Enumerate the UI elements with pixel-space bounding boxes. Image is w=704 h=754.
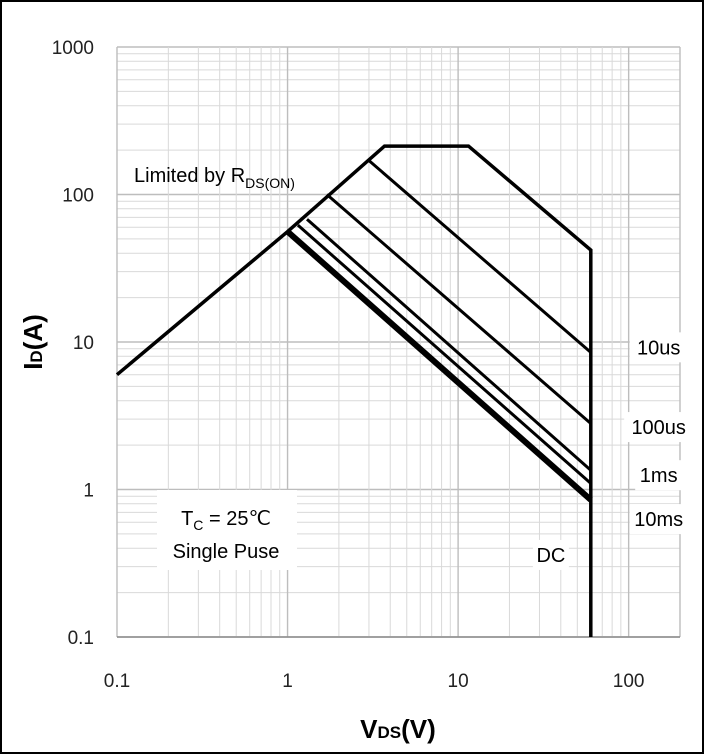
curve-label-bg: [629, 504, 688, 535]
curve-label: DC: [536, 545, 565, 567]
x-tick-label: 1: [282, 671, 293, 692]
conditions-box: [157, 490, 297, 570]
y-tick-label: 1: [83, 481, 94, 502]
series-line-3: [306, 218, 592, 472]
limited-by-rdson-label: Limited by RDS(ON): [134, 165, 295, 191]
curve-label: 100us: [631, 417, 686, 439]
y-axis-title: ID(A): [18, 314, 48, 370]
y-tick-label: 10: [73, 333, 94, 354]
y-tick-label: 1000: [52, 38, 94, 59]
y-tick-label: 0.1: [68, 628, 94, 649]
axis-titles: VDS(V) ID(A): [18, 314, 436, 744]
x-tick-label: 10: [448, 671, 469, 692]
annotations: Limited by RDS(ON) TC = 25℃ Single Puse 10u…: [134, 165, 694, 570]
x-tick-label: 100: [613, 671, 645, 692]
series-lines: [115, 144, 593, 637]
series-line-4: [296, 223, 592, 485]
curve-label-bg: [624, 412, 694, 443]
curve-label-bg: [532, 539, 569, 570]
y-tick-label: 100: [62, 186, 94, 207]
curve-label-bg: [629, 332, 688, 363]
tick-labels: 0.1 1 10 100 1000 0.1 1 10 100: [52, 38, 645, 692]
series-line-2: [325, 193, 592, 425]
tc-label: TC = 25℃: [181, 508, 271, 533]
series-line-0: [115, 144, 593, 637]
series-line-1: [367, 159, 592, 354]
curve-label: 1ms: [640, 465, 678, 487]
curve-label: 10us: [637, 337, 680, 359]
curve-label-bg: [635, 460, 683, 491]
single-pulse-label: Single Puse: [173, 541, 280, 563]
series-line-5: [285, 229, 593, 503]
curve-label: 10ms: [634, 509, 683, 531]
x-tick-label: 0.1: [104, 671, 130, 692]
x-axis-title: VDS(V): [360, 714, 436, 744]
